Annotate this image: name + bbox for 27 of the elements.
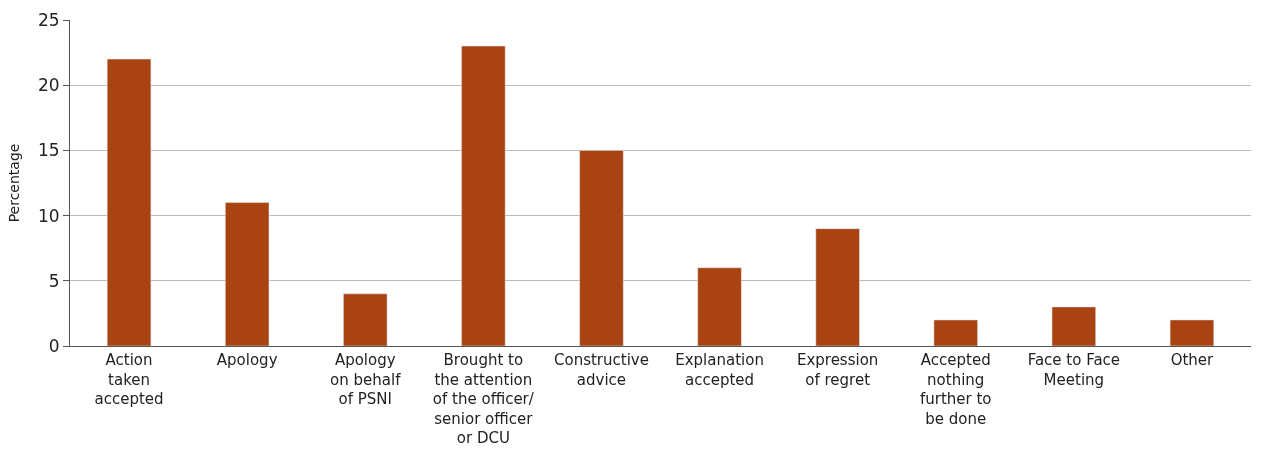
x-tick-label: Constructive advice [553,351,649,389]
y-tick-label: 10 [37,205,60,226]
x-tick-label: Face to Face Meeting [1027,351,1121,389]
y-tick-label: 20 [37,75,60,96]
y-axis-title: Percentage [5,143,22,223]
bar [225,202,270,346]
x-tick-label: Explanation accepted [675,351,764,389]
x-tick-label: Apology [216,351,278,369]
bar [343,293,388,346]
x-tick-label: Other [1170,351,1215,369]
y-tick-label: 0 [48,335,60,356]
bar [815,228,860,346]
x-tick-label: Accepted nothing further to be done [919,351,992,428]
bar [461,45,506,346]
x-tick-label: Apology on behalf of PSNI [330,351,402,408]
bar [1169,319,1215,346]
bar [106,58,152,346]
x-tick-label: Action taken accepted [94,351,164,408]
x-tick-label: Expression of regret [796,351,879,389]
y-tick-label: 25 [37,9,60,30]
y-tick-label: 15 [37,140,60,161]
bar [697,267,742,346]
y-tick-label: 5 [48,270,60,291]
bar [1051,306,1096,346]
x-tick-label: Brought to the attention of the officer/ senior officer or DCU [432,351,535,447]
bar [933,319,978,346]
bar [579,150,624,346]
